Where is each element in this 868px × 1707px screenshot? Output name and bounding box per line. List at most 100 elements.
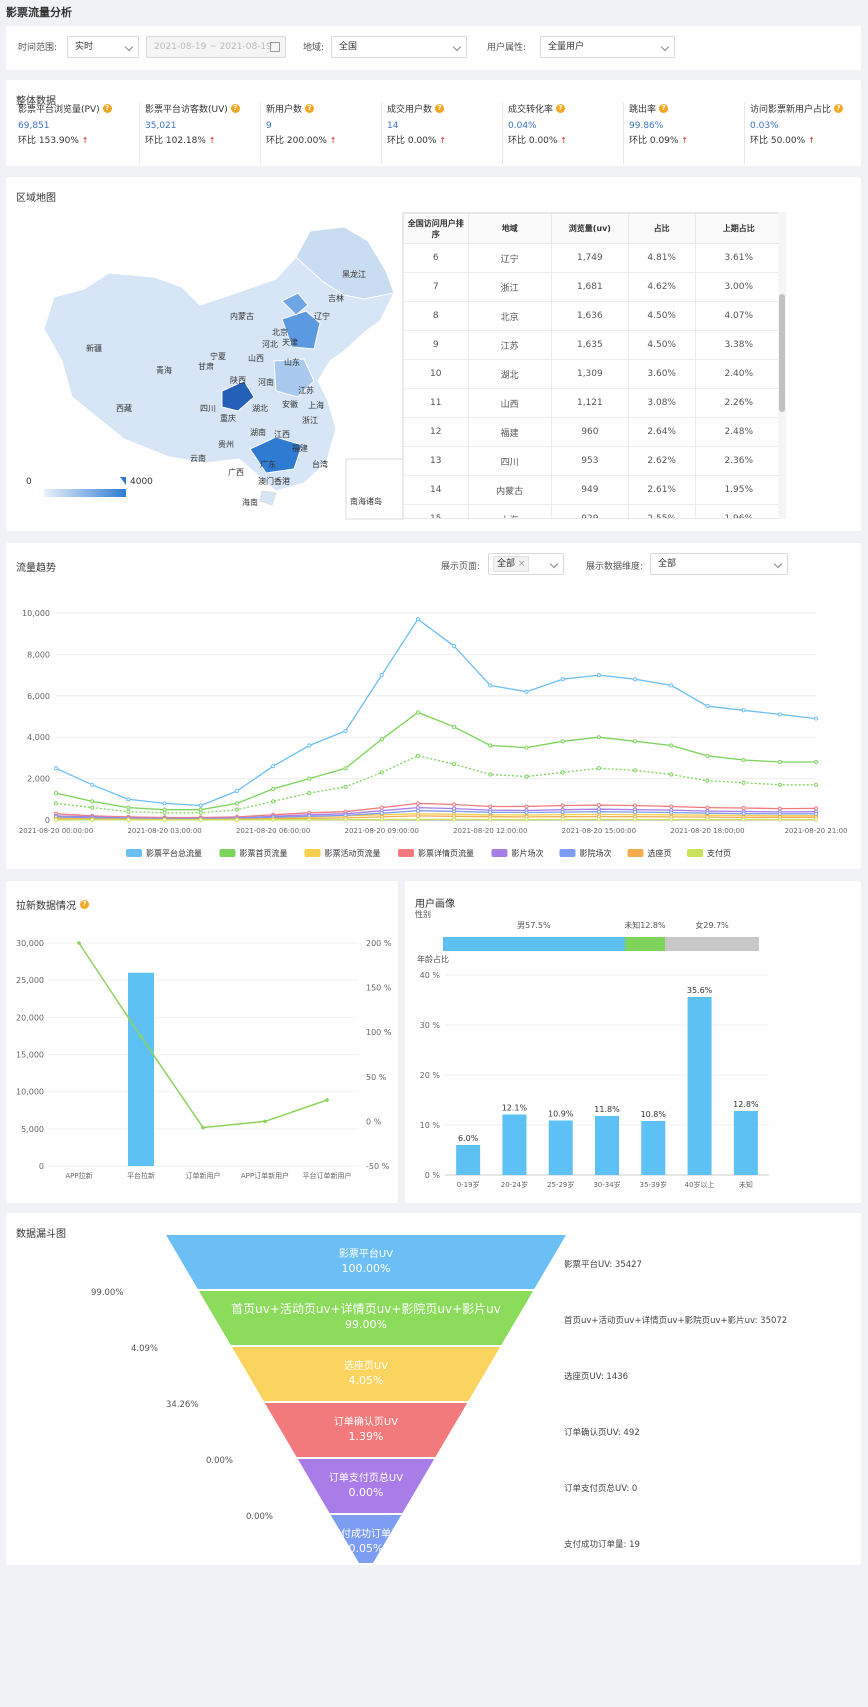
data-point[interactable] bbox=[415, 808, 421, 813]
table-row[interactable]: 13 四川 953 2.62% 2.36% bbox=[403, 446, 783, 476]
data-point[interactable] bbox=[271, 799, 276, 804]
gender-segment[interactable] bbox=[624, 937, 666, 951]
bar[interactable] bbox=[548, 1120, 573, 1176]
data-point[interactable] bbox=[488, 772, 493, 777]
funnel-stage[interactable] bbox=[330, 1515, 402, 1563]
funnel-stage[interactable] bbox=[297, 1459, 435, 1513]
table-row[interactable]: 10 湖北 1,309 3.60% 2.40% bbox=[403, 359, 783, 389]
data-point[interactable] bbox=[415, 801, 421, 806]
data-point[interactable] bbox=[741, 708, 746, 713]
gender-segment[interactable] bbox=[443, 937, 625, 951]
beijing-shape[interactable] bbox=[281, 292, 309, 316]
data-point[interactable] bbox=[777, 806, 782, 811]
data-point[interactable] bbox=[777, 712, 782, 717]
help-icon[interactable]: ? bbox=[102, 104, 112, 113]
data-point[interactable] bbox=[705, 778, 710, 783]
data-point[interactable] bbox=[415, 817, 421, 822]
legend-handle-icon[interactable] bbox=[120, 477, 126, 485]
bar[interactable] bbox=[687, 997, 712, 1175]
data-point[interactable] bbox=[271, 764, 276, 769]
data-point[interactable] bbox=[777, 817, 782, 822]
data-point[interactable] bbox=[560, 810, 565, 815]
series-line[interactable] bbox=[55, 802, 817, 819]
data-point[interactable] bbox=[415, 710, 421, 715]
data-point[interactable] bbox=[271, 817, 276, 822]
data-point[interactable] bbox=[560, 770, 565, 775]
data-point[interactable] bbox=[198, 817, 203, 822]
data-point[interactable] bbox=[813, 759, 819, 765]
data-point[interactable] bbox=[53, 790, 59, 796]
data-point[interactable] bbox=[669, 743, 674, 748]
data-point[interactable] bbox=[234, 817, 240, 822]
legend-swatch[interactable] bbox=[126, 849, 142, 857]
data-point[interactable] bbox=[632, 739, 638, 744]
table-row[interactable]: 6 辽宁 1,749 4.81% 3.61% bbox=[403, 243, 783, 273]
rate-point[interactable] bbox=[201, 1125, 205, 1130]
page-select[interactable]: 全部 × bbox=[488, 553, 564, 575]
data-point[interactable] bbox=[596, 766, 601, 771]
dim-select[interactable]: 全部 bbox=[650, 553, 788, 575]
data-point[interactable] bbox=[777, 811, 782, 816]
data-point[interactable] bbox=[560, 803, 565, 808]
data-point[interactable] bbox=[705, 704, 710, 709]
data-point[interactable] bbox=[560, 817, 565, 822]
help-icon[interactable]: ? bbox=[435, 104, 445, 113]
time-range-select[interactable]: 实时 bbox=[67, 36, 139, 58]
data-point[interactable] bbox=[560, 677, 565, 682]
bar[interactable] bbox=[128, 972, 154, 1166]
data-point[interactable] bbox=[307, 817, 312, 822]
data-point[interactable] bbox=[488, 683, 493, 688]
data-point[interactable] bbox=[596, 817, 601, 822]
data-point[interactable] bbox=[632, 810, 638, 815]
region-select[interactable]: 全国 bbox=[331, 36, 467, 58]
data-point[interactable] bbox=[813, 782, 819, 787]
data-point[interactable] bbox=[234, 788, 240, 794]
data-point[interactable] bbox=[524, 810, 529, 815]
data-point[interactable] bbox=[415, 753, 421, 758]
table-row[interactable]: 11 山西 1,121 3.08% 2.26% bbox=[403, 388, 783, 418]
gender-segment[interactable] bbox=[665, 937, 759, 951]
help-icon[interactable]: ? bbox=[80, 900, 89, 909]
bar[interactable] bbox=[733, 1111, 758, 1175]
data-point[interactable] bbox=[307, 790, 312, 796]
data-point[interactable] bbox=[560, 739, 565, 744]
date-range-picker[interactable]: 2021-08-19 ~ 2021-08-19 bbox=[146, 36, 286, 58]
data-point[interactable] bbox=[343, 784, 348, 789]
data-point[interactable] bbox=[669, 810, 674, 815]
table-row[interactable]: 14 内蒙古 949 2.61% 1.95% bbox=[403, 475, 783, 505]
data-point[interactable] bbox=[198, 803, 203, 808]
bar[interactable] bbox=[502, 1114, 527, 1176]
funnel-stage[interactable] bbox=[166, 1235, 566, 1289]
data-point[interactable] bbox=[343, 728, 348, 734]
data-point[interactable] bbox=[53, 801, 59, 806]
data-point[interactable] bbox=[669, 804, 674, 809]
data-point[interactable] bbox=[669, 683, 674, 688]
data-point[interactable] bbox=[813, 716, 819, 721]
data-point[interactable] bbox=[741, 805, 746, 811]
table-row[interactable]: 12 福建 960 2.64% 2.48% bbox=[403, 417, 783, 447]
help-icon[interactable]: ? bbox=[834, 104, 844, 113]
series-line[interactable] bbox=[55, 618, 817, 807]
shandong-shape[interactable] bbox=[281, 310, 321, 350]
data-point[interactable] bbox=[524, 689, 529, 694]
data-point[interactable] bbox=[632, 768, 638, 773]
data-point[interactable] bbox=[379, 673, 384, 678]
data-point[interactable] bbox=[669, 817, 674, 822]
help-icon[interactable]: ? bbox=[230, 104, 240, 113]
data-point[interactable] bbox=[126, 797, 131, 802]
data-point[interactable] bbox=[234, 807, 240, 812]
data-point[interactable] bbox=[632, 677, 638, 682]
table-row[interactable]: 7 浙江 1,681 4.62% 3.00% bbox=[403, 272, 783, 302]
chongqing-shape[interactable] bbox=[221, 380, 255, 412]
data-point[interactable] bbox=[596, 673, 601, 678]
rate-line[interactable] bbox=[78, 942, 328, 1129]
data-point[interactable] bbox=[126, 817, 131, 822]
series-line[interactable] bbox=[55, 711, 816, 811]
data-point[interactable] bbox=[596, 809, 601, 814]
data-point[interactable] bbox=[488, 804, 493, 809]
data-point[interactable] bbox=[451, 724, 457, 729]
funnel-stage[interactable] bbox=[231, 1347, 501, 1401]
data-point[interactable] bbox=[53, 817, 59, 822]
rate-point[interactable] bbox=[139, 1034, 143, 1039]
data-point[interactable] bbox=[813, 817, 819, 822]
